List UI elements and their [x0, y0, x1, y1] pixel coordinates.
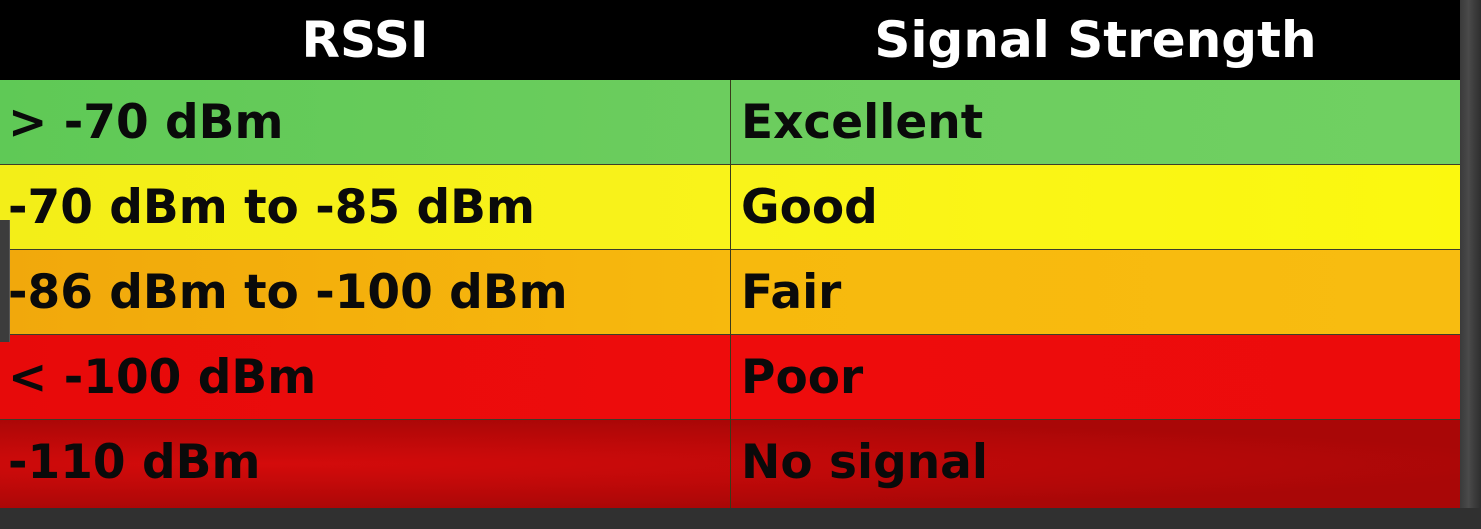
strength-cell: No signal: [741, 435, 989, 490]
rssi-cell: -70 dBm to -85 dBm: [8, 180, 535, 235]
table-header: RSSI Signal Strength: [0, 0, 1460, 80]
strength-cell: Fair: [741, 265, 842, 320]
window-bottom-edge: [0, 508, 1481, 529]
strength-cell: Excellent: [741, 95, 984, 150]
rssi-cell: > -70 dBm: [8, 95, 284, 150]
rssi-table: RSSI Signal Strength > -70 dBm Excellent…: [0, 0, 1460, 508]
strength-cell: Good: [741, 180, 878, 235]
window-edge: [1460, 0, 1481, 529]
rssi-cell: -86 dBm to -100 dBm: [8, 265, 568, 320]
header-signal-strength: Signal Strength: [874, 11, 1317, 69]
header-rssi: RSSI: [301, 11, 429, 69]
side-scroll-handle[interactable]: [0, 220, 10, 342]
rssi-cell: -110 dBm: [8, 435, 261, 490]
strength-cell: Poor: [741, 350, 864, 405]
column-divider: [730, 80, 731, 508]
rssi-cell: < -100 dBm: [8, 350, 317, 405]
